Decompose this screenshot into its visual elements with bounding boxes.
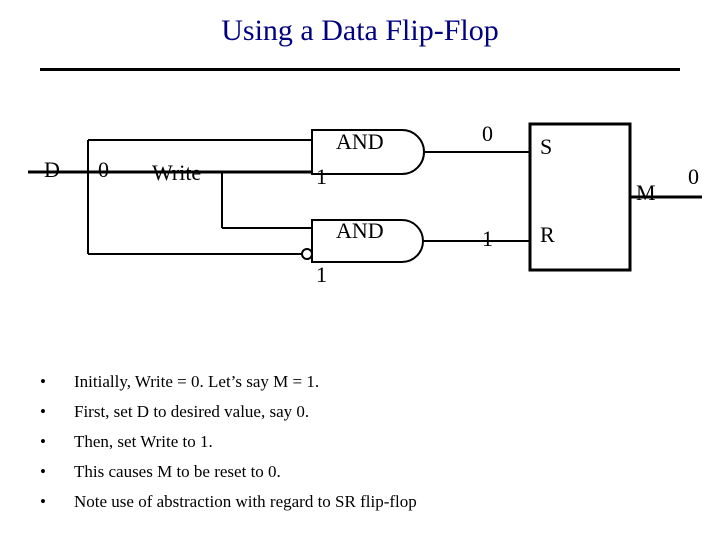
- bullet-text: First, set D to desired value, say 0.: [74, 402, 309, 422]
- label-one-r: 1: [482, 226, 493, 252]
- label-s: S: [540, 134, 552, 160]
- bullet-text: Then, set Write to 1.: [74, 432, 213, 452]
- label-one-bot: 1: [316, 262, 327, 288]
- bullet-text: This causes M to be reset to 0.: [74, 462, 281, 482]
- label-r: R: [540, 222, 555, 248]
- circuit-diagram: D 0 Write AND AND 1 1 0 1 S R M 0: [0, 102, 720, 362]
- label-and-top: AND: [336, 129, 384, 155]
- list-item: •Initially, Write = 0. Let’s say M = 1.: [40, 372, 680, 392]
- title-underline: [40, 68, 680, 71]
- list-item: •First, set D to desired value, say 0.: [40, 402, 680, 422]
- list-item: •This causes M to be reset to 0.: [40, 462, 680, 482]
- page-title: Using a Data Flip-Flop: [0, 14, 720, 48]
- bullet-list: •Initially, Write = 0. Let’s say M = 1. …: [40, 372, 680, 522]
- label-m-value: 0: [688, 164, 699, 190]
- label-write: Write: [152, 160, 201, 186]
- label-d-value: 0: [98, 157, 109, 183]
- list-item: •Then, set Write to 1.: [40, 432, 680, 452]
- list-item: •Note use of abstraction with regard to …: [40, 492, 680, 512]
- bullet-text: Initially, Write = 0. Let’s say M = 1.: [74, 372, 319, 392]
- label-d: D: [44, 157, 60, 183]
- label-m: M: [636, 180, 656, 206]
- bullet-text: Note use of abstraction with regard to S…: [74, 492, 417, 512]
- label-zero-top: 0: [482, 121, 493, 147]
- label-and-bot: AND: [336, 218, 384, 244]
- label-one-top: 1: [316, 164, 327, 190]
